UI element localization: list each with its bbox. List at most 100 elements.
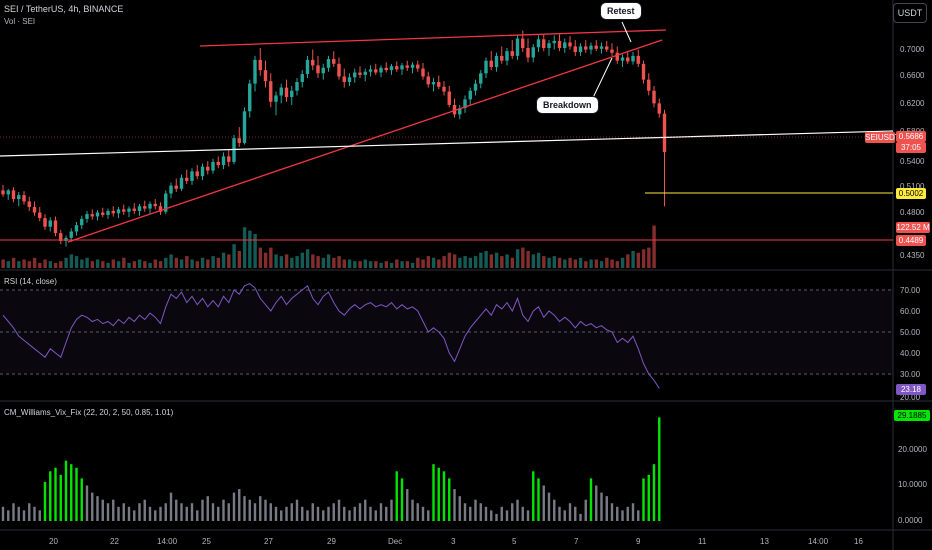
rsi-title: RSI (14, close) <box>4 277 57 286</box>
vix-bar <box>112 499 115 521</box>
candle-body <box>169 185 173 194</box>
vix-bar <box>448 478 451 521</box>
volume-bar <box>190 259 194 268</box>
time-axis-label: 11 <box>698 537 707 546</box>
volume-bar <box>32 257 37 268</box>
vix-bar <box>75 467 78 521</box>
candle-body <box>27 201 31 207</box>
candle-body <box>458 108 462 115</box>
lower-trendline <box>67 39 663 243</box>
candle-body <box>347 77 352 83</box>
vix-bar <box>542 485 545 521</box>
vix-bar <box>43 481 47 521</box>
vix-bar <box>295 499 299 521</box>
vix-bar <box>80 478 83 521</box>
vix-bar <box>526 510 530 521</box>
candle-body <box>552 40 556 44</box>
volume-bars <box>1 225 656 268</box>
vix-bar <box>227 503 230 521</box>
neckline <box>0 130 894 157</box>
vix-bar <box>616 506 619 521</box>
retest-annotation[interactable]: Retest <box>600 2 642 20</box>
volume-bar <box>358 261 362 268</box>
vix-bar <box>332 503 335 521</box>
candle-body <box>179 177 184 189</box>
vix-bar <box>316 506 320 521</box>
vix-bar <box>652 464 656 521</box>
vix-bar <box>595 485 598 521</box>
volume-bar <box>363 259 368 268</box>
volume-bar <box>38 262 42 268</box>
vix-bar <box>390 499 393 521</box>
candle-body <box>647 79 651 91</box>
volume-bar <box>584 261 588 268</box>
time-axis-label: 25 <box>202 537 211 546</box>
vix-bar <box>479 503 482 521</box>
volume-bar <box>143 261 147 268</box>
volume-bar <box>599 261 604 268</box>
vix-bar <box>49 471 52 521</box>
candle-body <box>473 83 478 91</box>
volume-bar <box>578 257 583 268</box>
vix-bar <box>364 499 367 521</box>
currency-button[interactable]: USDT <box>893 3 927 23</box>
symbol-price-tag: SEIUSDT <box>865 132 900 143</box>
candle-body <box>631 55 635 62</box>
volume-bar <box>95 259 100 268</box>
volume-bar <box>463 256 467 268</box>
vix-bar <box>311 503 314 521</box>
symbol-title: SEI / TetherUS, 4h, BINANCE <box>4 4 124 14</box>
volume-bar <box>610 259 614 268</box>
vix-bar <box>521 506 524 521</box>
candle-body <box>95 212 100 217</box>
vix-bar <box>201 499 204 521</box>
vix-tick: 20.0000 <box>898 445 927 454</box>
volume-bar <box>242 227 247 268</box>
candle-body <box>395 66 399 70</box>
vix-bar <box>206 496 209 521</box>
price-tick: 0.6200 <box>900 99 925 108</box>
vix-title: CM_Williams_Vix_Fix (22, 20, 2, 50, 0.85… <box>4 408 174 417</box>
candle-body <box>620 57 625 61</box>
vix-bar <box>222 499 225 521</box>
vix-bar <box>453 489 456 521</box>
volume-bar <box>342 259 347 268</box>
rsi-tick: 20.00 <box>900 393 921 402</box>
volume-bar <box>395 259 399 268</box>
time-axis-label: 14:00 <box>157 537 178 546</box>
breakdown-annotation[interactable]: Breakdown <box>536 96 599 114</box>
vix-bar <box>159 506 162 521</box>
volume-bar <box>542 256 546 268</box>
candle-body <box>127 208 131 212</box>
candle-body <box>43 218 47 227</box>
volume-bar <box>74 256 79 268</box>
volume-bar <box>69 254 74 268</box>
vix-bar <box>369 506 372 521</box>
vix-bar <box>343 506 346 521</box>
candle-body <box>279 87 283 96</box>
price-tick: 0.4350 <box>900 251 925 260</box>
volume-bar <box>227 254 231 268</box>
volume-bar <box>195 261 200 268</box>
time-axis-label: 9 <box>636 537 641 546</box>
candle-body <box>384 67 388 71</box>
volume-bar <box>605 257 609 268</box>
vix-bar <box>38 510 41 521</box>
vix-bar <box>584 499 587 521</box>
vix-bar <box>164 503 167 521</box>
vix-bar <box>589 478 593 521</box>
candle-body <box>662 113 667 152</box>
volume-bar <box>479 252 483 268</box>
vix-bar <box>406 489 409 521</box>
candle-body <box>489 60 493 67</box>
volume-bar <box>64 257 68 268</box>
volume-bar <box>27 261 32 268</box>
candle-body <box>242 111 247 143</box>
vix-bar <box>553 499 556 521</box>
candle-body <box>1 190 5 195</box>
candle-body <box>416 64 420 69</box>
vix-bar <box>400 478 404 521</box>
candle-body <box>221 156 226 166</box>
candle-body <box>274 95 278 102</box>
